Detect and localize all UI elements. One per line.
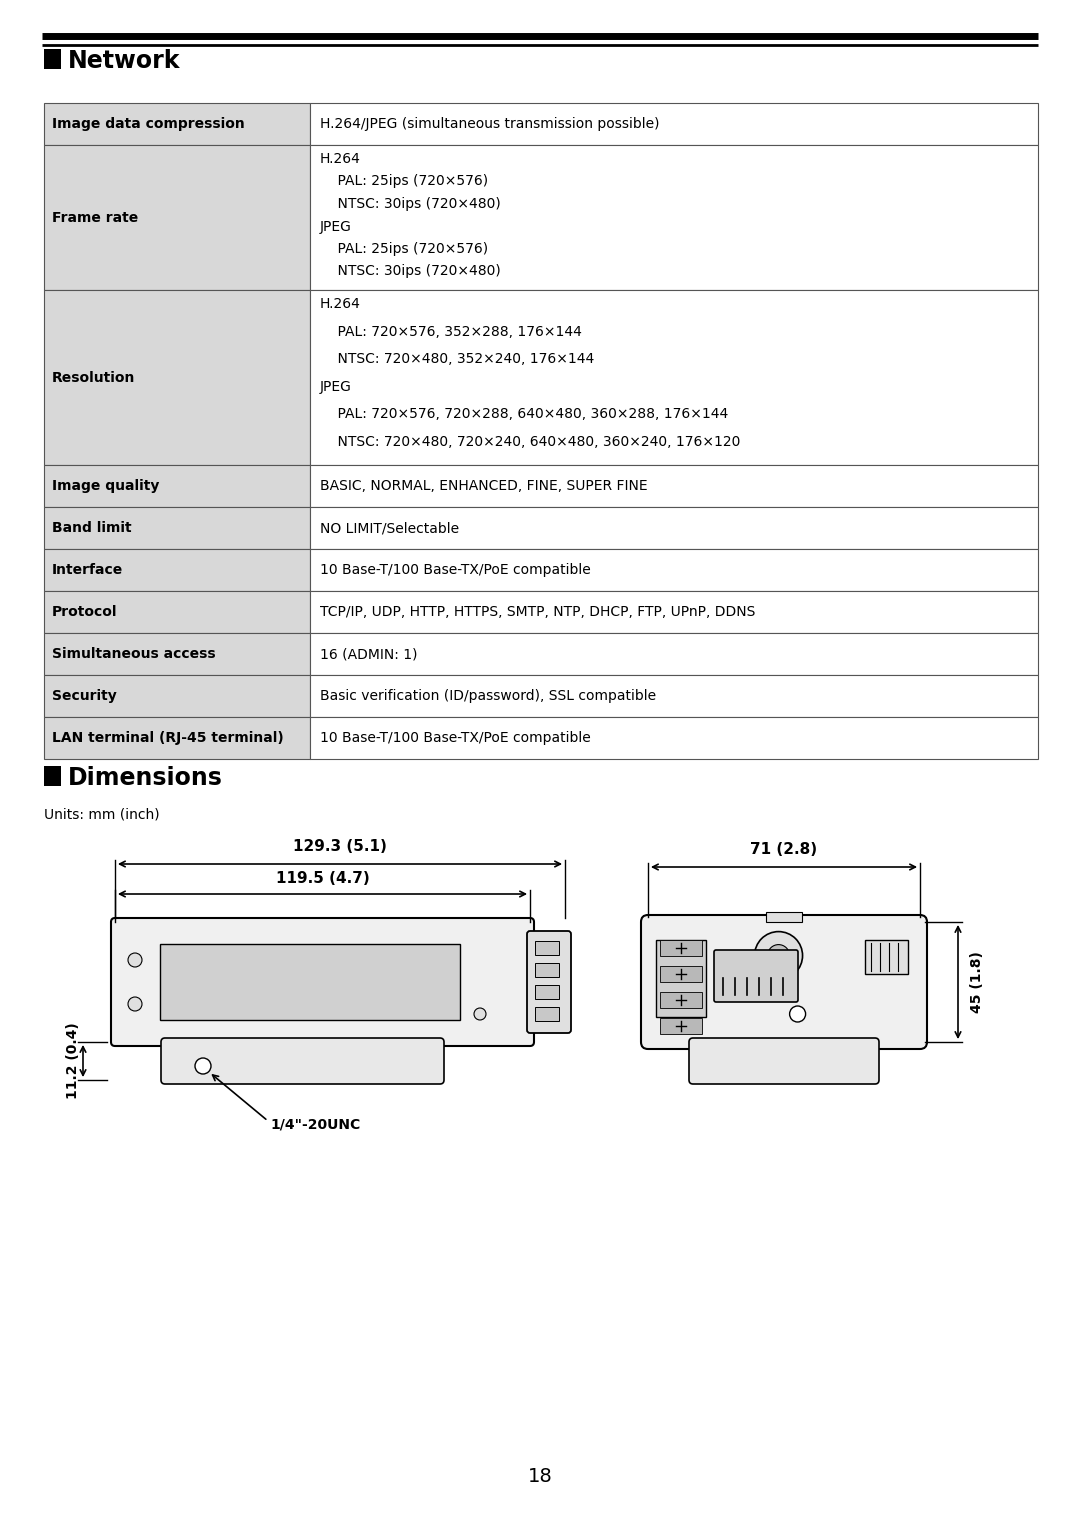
FancyBboxPatch shape bbox=[714, 950, 798, 1002]
Bar bbox=[44, 549, 310, 591]
FancyBboxPatch shape bbox=[642, 915, 927, 1050]
Text: 11.2 (0.4): 11.2 (0.4) bbox=[66, 1022, 80, 1099]
Bar bbox=[865, 940, 908, 973]
Bar bbox=[310, 675, 1038, 717]
Text: Units: mm (inch): Units: mm (inch) bbox=[44, 807, 160, 821]
Bar bbox=[310, 717, 1038, 759]
Bar bbox=[44, 507, 310, 549]
Text: 18: 18 bbox=[528, 1467, 552, 1485]
Bar bbox=[44, 675, 310, 717]
Text: 45 (1.8): 45 (1.8) bbox=[970, 950, 984, 1013]
Text: JPEG: JPEG bbox=[320, 379, 352, 394]
Text: Interface: Interface bbox=[52, 562, 123, 578]
Bar bbox=[44, 717, 310, 759]
Bar bbox=[310, 465, 1038, 507]
Bar bbox=[310, 549, 1038, 591]
Text: Security: Security bbox=[52, 689, 117, 703]
Text: Simultaneous access: Simultaneous access bbox=[52, 646, 216, 662]
Bar bbox=[656, 940, 706, 1018]
Text: H.264/JPEG (simultaneous transmission possible): H.264/JPEG (simultaneous transmission po… bbox=[320, 118, 660, 131]
Text: NO LIMIT/Selectable: NO LIMIT/Selectable bbox=[320, 521, 459, 535]
Circle shape bbox=[789, 1005, 806, 1022]
Circle shape bbox=[774, 952, 783, 960]
Text: 10 Base-T/100 Base-TX/PoE compatible: 10 Base-T/100 Base-TX/PoE compatible bbox=[320, 730, 591, 746]
Text: NTSC: 720×480, 352×240, 176×144: NTSC: 720×480, 352×240, 176×144 bbox=[320, 351, 594, 367]
Text: PAL: 720×576, 720×288, 640×480, 360×288, 176×144: PAL: 720×576, 720×288, 640×480, 360×288,… bbox=[320, 406, 728, 422]
Text: Band limit: Band limit bbox=[52, 521, 132, 535]
Bar bbox=[535, 986, 559, 999]
Bar bbox=[160, 944, 460, 1021]
Text: LAN terminal (RJ-45 terminal): LAN terminal (RJ-45 terminal) bbox=[52, 730, 284, 746]
Bar bbox=[44, 290, 310, 465]
Text: NTSC: 30ips (720×480): NTSC: 30ips (720×480) bbox=[320, 264, 501, 278]
Text: 71 (2.8): 71 (2.8) bbox=[751, 842, 818, 857]
Text: Protocol: Protocol bbox=[52, 605, 118, 619]
Text: 129.3 (5.1): 129.3 (5.1) bbox=[293, 839, 387, 854]
Bar bbox=[44, 633, 310, 675]
Text: Dimensions: Dimensions bbox=[68, 766, 222, 790]
Text: Frame rate: Frame rate bbox=[52, 211, 138, 225]
Text: Basic verification (ID/password), SSL compatible: Basic verification (ID/password), SSL co… bbox=[320, 689, 657, 703]
Bar bbox=[310, 290, 1038, 465]
Bar bbox=[44, 465, 310, 507]
Bar bbox=[44, 591, 310, 633]
Circle shape bbox=[129, 953, 141, 967]
Bar bbox=[44, 102, 310, 145]
Text: Image quality: Image quality bbox=[52, 478, 160, 494]
Text: 10 Base-T/100 Base-TX/PoE compatible: 10 Base-T/100 Base-TX/PoE compatible bbox=[320, 562, 591, 578]
Bar bbox=[44, 145, 310, 290]
FancyBboxPatch shape bbox=[161, 1038, 444, 1083]
Circle shape bbox=[768, 944, 789, 967]
Bar bbox=[660, 1018, 702, 1034]
Bar bbox=[660, 966, 702, 983]
Text: NTSC: 30ips (720×480): NTSC: 30ips (720×480) bbox=[320, 197, 501, 211]
Text: BASIC, NORMAL, ENHANCED, FINE, SUPER FINE: BASIC, NORMAL, ENHANCED, FINE, SUPER FIN… bbox=[320, 478, 648, 494]
FancyBboxPatch shape bbox=[689, 1038, 879, 1083]
Text: H.264: H.264 bbox=[320, 296, 361, 312]
FancyBboxPatch shape bbox=[527, 931, 571, 1033]
Text: 119.5 (4.7): 119.5 (4.7) bbox=[275, 871, 369, 886]
Bar bbox=[535, 963, 559, 976]
Bar bbox=[660, 992, 702, 1008]
Bar bbox=[660, 940, 702, 957]
Text: Image data compression: Image data compression bbox=[52, 118, 245, 131]
Text: TCP/IP, UDP, HTTP, HTTPS, SMTP, NTP, DHCP, FTP, UPnP, DDNS: TCP/IP, UDP, HTTP, HTTPS, SMTP, NTP, DHC… bbox=[320, 605, 755, 619]
Text: PAL: 25ips (720×576): PAL: 25ips (720×576) bbox=[320, 174, 488, 188]
Bar bbox=[310, 507, 1038, 549]
Bar bbox=[310, 102, 1038, 145]
Circle shape bbox=[755, 932, 802, 979]
Bar bbox=[766, 912, 802, 921]
Text: 16 (ADMIN: 1): 16 (ADMIN: 1) bbox=[320, 646, 418, 662]
Circle shape bbox=[195, 1057, 211, 1074]
Circle shape bbox=[474, 1008, 486, 1021]
Bar bbox=[310, 145, 1038, 290]
Bar bbox=[44, 49, 60, 69]
FancyBboxPatch shape bbox=[111, 918, 534, 1047]
Bar bbox=[310, 633, 1038, 675]
Text: PAL: 720×576, 352×288, 176×144: PAL: 720×576, 352×288, 176×144 bbox=[320, 324, 582, 339]
Text: H.264: H.264 bbox=[320, 151, 361, 167]
Bar bbox=[310, 591, 1038, 633]
Text: PAL: 25ips (720×576): PAL: 25ips (720×576) bbox=[320, 241, 488, 257]
Bar bbox=[535, 1007, 559, 1021]
Bar bbox=[44, 766, 60, 785]
Circle shape bbox=[129, 996, 141, 1012]
Bar bbox=[535, 941, 559, 955]
Text: JPEG: JPEG bbox=[320, 220, 352, 234]
Text: Resolution: Resolution bbox=[52, 370, 135, 385]
Text: 1/4"-20UNC: 1/4"-20UNC bbox=[270, 1118, 361, 1132]
Text: NTSC: 720×480, 720×240, 640×480, 360×240, 176×120: NTSC: 720×480, 720×240, 640×480, 360×240… bbox=[320, 434, 741, 449]
Text: Network: Network bbox=[68, 49, 180, 73]
